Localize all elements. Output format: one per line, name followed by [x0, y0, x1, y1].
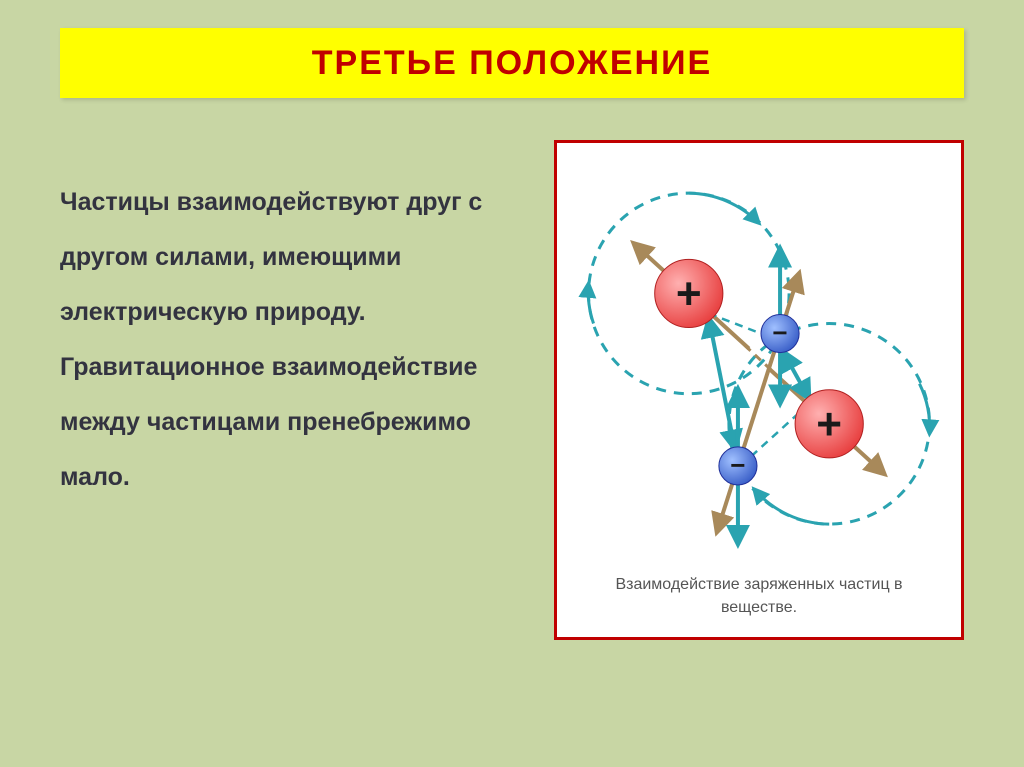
diagram-box: + + − − Взаимодействие заряженных частиц…	[554, 140, 964, 640]
page-title: ТРЕТЬЕ ПОЛОЖЕНИЕ	[312, 44, 712, 83]
interaction-diagram: + + − −	[557, 143, 961, 564]
body-paragraph: Частицы взаимодействуют друг с другом си…	[60, 175, 490, 505]
orbit-arrow-1a	[689, 193, 759, 223]
diagram-caption: Взаимодействие заряженных частиц в вещес…	[557, 564, 961, 637]
nucleus-2-sign: +	[816, 400, 842, 449]
nucleus-1-sign: +	[676, 269, 702, 318]
orbit-arrow-2b	[754, 489, 829, 524]
title-bar: ТРЕТЬЕ ПОЛОЖЕНИЕ	[60, 28, 964, 98]
electron-1-sign: −	[772, 318, 787, 348]
electron-2-sign: −	[730, 450, 745, 480]
orbit-arrow-1b	[588, 283, 593, 323]
